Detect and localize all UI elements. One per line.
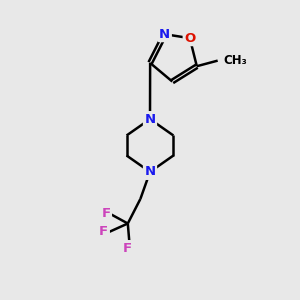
Text: CH₃: CH₃ [223,53,247,67]
Text: F: F [101,207,110,220]
Text: F: F [123,242,132,255]
Text: N: N [159,28,170,41]
Text: F: F [99,225,108,239]
Text: N: N [144,112,156,126]
Text: O: O [184,32,195,45]
Text: N: N [144,165,156,178]
